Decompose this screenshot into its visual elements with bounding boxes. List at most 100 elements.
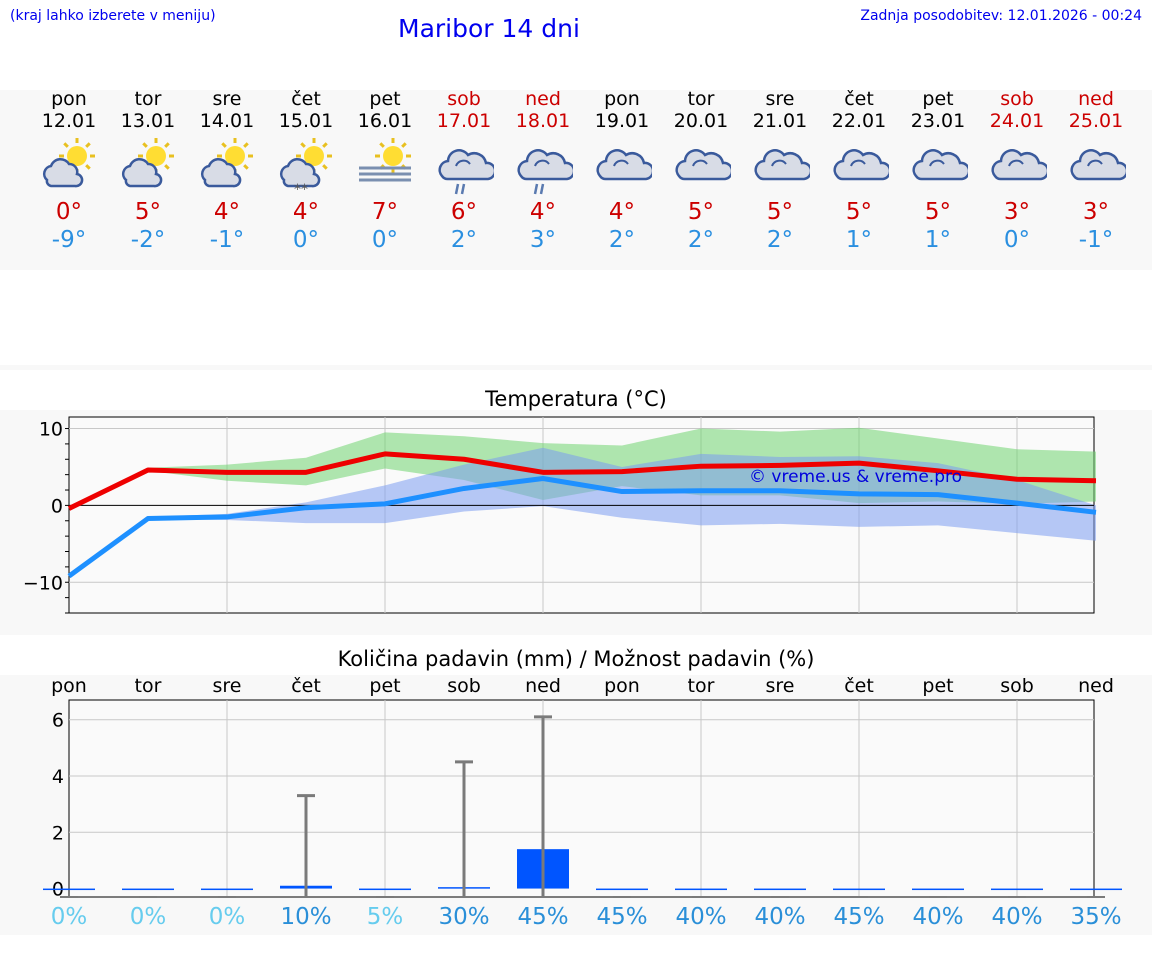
precip-chance-label: 0% <box>208 904 246 930</box>
temp-max: 6° <box>450 199 478 225</box>
temp-min: -1° <box>1078 227 1114 253</box>
temp-max: 4° <box>292 199 320 225</box>
temp-min: 0° <box>292 227 320 253</box>
precip-day-label: pon <box>51 675 87 697</box>
temp-min: 2° <box>450 227 478 253</box>
sun-cloud-icon <box>200 138 253 188</box>
y-tick-label: 10 <box>39 419 63 441</box>
day-name: sre <box>765 88 795 110</box>
cloud-icon <box>675 149 731 181</box>
day-date: 17.01 <box>436 110 492 132</box>
day-date: 18.01 <box>515 110 571 132</box>
day-forecast: ned 25.01 3° -1° <box>1057 88 1135 254</box>
temp-max: 5° <box>924 199 952 225</box>
precip-chance-label: 10% <box>280 904 332 930</box>
day-name: čet <box>844 88 874 110</box>
temp-min: -2° <box>130 227 166 253</box>
temp-max: 5° <box>134 199 162 225</box>
precip-chance-label: 45% <box>833 904 885 930</box>
cloud-icon <box>912 149 968 181</box>
cloud-icon <box>754 149 810 181</box>
temp-min: -1° <box>209 227 245 253</box>
temp-max: 4° <box>529 199 557 225</box>
page-title: Maribor 14 dni <box>398 14 580 43</box>
cloud-icon <box>833 149 889 181</box>
day-name: sre <box>212 88 242 110</box>
day-name: čet <box>291 88 321 110</box>
last-updated: Zadnja posodobitev: 12.01.2026 - 00:24 <box>860 8 1142 24</box>
day-name: pet <box>922 88 954 110</box>
precip-day-label: pet <box>922 675 954 697</box>
day-date: 13.01 <box>120 110 176 132</box>
temp-min: 0° <box>371 227 399 253</box>
day-forecast: pet 16.01 7° 0° <box>346 88 424 254</box>
location-menu-hint[interactable]: (kraj lahko izberete v meniju) <box>10 8 216 24</box>
temp-max: 3° <box>1082 199 1110 225</box>
precip-day-label: čet <box>844 675 874 697</box>
precip-chance-label: 40% <box>675 904 727 930</box>
precip-chance-label: 35% <box>1070 904 1122 930</box>
sun-cloud-icon <box>121 138 174 188</box>
temp-min: 2° <box>687 227 715 253</box>
day-name: ned <box>1078 88 1114 110</box>
sun-fog-icon <box>359 138 411 182</box>
cloud-rain-icon <box>438 149 494 195</box>
day-name: tor <box>687 88 715 110</box>
day-forecast: sob 24.01 3° 0° <box>978 88 1056 254</box>
precip-day-label: pon <box>604 675 640 697</box>
temp-min: 1° <box>845 227 873 253</box>
precip-chance-label: 0% <box>50 904 88 930</box>
day-date: 25.01 <box>1068 110 1124 132</box>
day-forecast: sob 17.01 6° 2° <box>425 88 503 254</box>
temp-max: 0° <box>55 199 83 225</box>
precip-day-label: ned <box>1078 675 1114 697</box>
watermark: © vreme.us & vreme.pro <box>749 467 963 487</box>
temp-max: 5° <box>845 199 873 225</box>
precip-day-label: sre <box>765 675 795 697</box>
day-forecast: čet 22.01 5° 1° <box>820 88 898 254</box>
sun-cloud-icon <box>42 138 95 188</box>
precip-chance-label: 0% <box>129 904 167 930</box>
min-temp-line <box>67 475 1097 579</box>
cloud-icon <box>991 149 1047 181</box>
max-temp-line <box>67 451 1097 511</box>
day-forecast: pon 12.01 0° -9° <box>30 88 108 254</box>
temp-max: 5° <box>766 199 794 225</box>
precip-chance-label: 45% <box>596 904 648 930</box>
y-tick-label: 0 <box>51 495 63 517</box>
day-date: 20.01 <box>673 110 729 132</box>
day-name: pet <box>369 88 401 110</box>
day-name: sob <box>447 88 481 110</box>
day-date: 24.01 <box>989 110 1045 132</box>
day-date: 21.01 <box>752 110 808 132</box>
min-range-band <box>148 447 1096 541</box>
precip-day-label: sre <box>212 675 242 697</box>
temp-min: 2° <box>766 227 794 253</box>
day-name: tor <box>134 88 162 110</box>
precip-day-label: sob <box>447 675 481 697</box>
temp-max: 3° <box>1003 199 1031 225</box>
day-forecast: sre 14.01 4° -1° <box>188 88 266 254</box>
sun-cloud-snow-icon: ** <box>279 138 332 196</box>
temp-max: 4° <box>608 199 636 225</box>
day-name: pon <box>51 88 87 110</box>
day-forecast: čet 15.01 ** 4° 0° <box>267 88 345 254</box>
day-name: sob <box>1000 88 1034 110</box>
precip-chance-label: 40% <box>912 904 964 930</box>
temperature-chart-title: Temperatura (°C) <box>485 387 667 411</box>
temp-max: 7° <box>371 199 399 225</box>
precip-day-label: ned <box>525 675 561 697</box>
day-date: 22.01 <box>831 110 887 132</box>
precip-chance-label: 30% <box>438 904 490 930</box>
precip-chance-label: 40% <box>754 904 806 930</box>
day-forecast: tor 13.01 5° -2° <box>109 88 187 254</box>
day-forecast: pet 23.01 5° 1° <box>899 88 977 254</box>
temp-max: 4° <box>213 199 241 225</box>
day-date: 12.01 <box>41 110 97 132</box>
svg-text:**: ** <box>294 182 308 196</box>
separator <box>0 365 1152 370</box>
temp-min: 2° <box>608 227 636 253</box>
cloud-icon <box>596 149 652 181</box>
y-tick-label: −10 <box>23 572 63 594</box>
cloud-rain-icon <box>517 149 573 195</box>
